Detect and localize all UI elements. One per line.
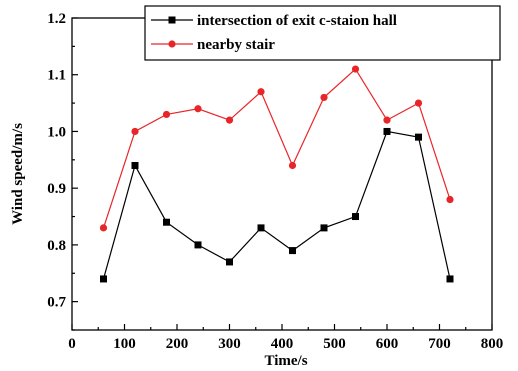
data-point xyxy=(320,224,328,232)
data-point xyxy=(194,105,202,113)
data-point xyxy=(194,241,202,249)
data-point xyxy=(383,116,391,124)
legend-marker xyxy=(168,40,176,48)
data-point xyxy=(131,127,139,136)
data-point xyxy=(415,133,422,141)
data-point xyxy=(257,88,265,96)
legend: intersection of exit c-staion hall nearby… xyxy=(144,5,501,61)
x-tick-label: 0 xyxy=(68,336,76,352)
data-point xyxy=(351,65,360,73)
x-tick-label: 100 xyxy=(113,336,136,352)
series-1 xyxy=(100,127,454,283)
data-point xyxy=(163,218,170,226)
x-tick-label: 500 xyxy=(323,336,346,352)
legend-box xyxy=(144,5,501,61)
y-tick-label: 0.7 xyxy=(47,295,66,311)
data-point xyxy=(257,224,265,232)
x-tick-label: 300 xyxy=(218,336,241,352)
data-point xyxy=(320,93,328,102)
legend-item: nearby stair xyxy=(151,37,275,53)
x-tick-label: 800 xyxy=(481,336,504,352)
data-point xyxy=(226,258,233,266)
data-point xyxy=(414,99,423,107)
y-tick-label: 1.2 xyxy=(47,11,66,27)
y-tick-label: 1.1 xyxy=(47,68,66,84)
legend-label: nearby stair xyxy=(197,37,275,53)
series-line xyxy=(102,130,451,280)
x-tick-label: 200 xyxy=(166,336,189,352)
data-point xyxy=(131,161,139,169)
series-layer xyxy=(99,65,454,283)
y-tick-label: 0.9 xyxy=(47,181,66,197)
y-tick-label: 1.0 xyxy=(47,124,66,140)
data-point xyxy=(162,110,171,119)
y-axis: 0.7 0.8 0.9 1.0 1.1 1.2 xyxy=(47,11,78,331)
plot-border xyxy=(71,17,493,331)
legend-item: intersection of exit c-staion hall xyxy=(151,13,397,29)
x-axis: 0 100 200 300 400 500 600 700 800 xyxy=(68,324,503,352)
data-point xyxy=(446,275,454,283)
data-point xyxy=(99,224,108,232)
series-2 xyxy=(99,65,454,232)
data-point xyxy=(383,127,391,135)
x-tick-label: 700 xyxy=(428,336,451,352)
data-point xyxy=(100,275,107,283)
legend-label: intersection of exit c-staion hall xyxy=(197,13,397,29)
data-point xyxy=(289,247,296,255)
data-point xyxy=(446,195,454,204)
data-point xyxy=(288,161,297,170)
legend-marker xyxy=(168,16,176,24)
plot-frame xyxy=(71,17,493,331)
y-axis-title: Wind speed/m/s xyxy=(10,123,26,225)
data-point xyxy=(225,116,234,124)
x-tick-label: 600 xyxy=(376,336,399,352)
x-axis-title: Time/s xyxy=(264,353,307,369)
data-point xyxy=(352,213,359,221)
y-tick-label: 0.8 xyxy=(47,238,66,254)
series-line xyxy=(102,68,451,229)
x-tick-label: 400 xyxy=(271,336,294,352)
